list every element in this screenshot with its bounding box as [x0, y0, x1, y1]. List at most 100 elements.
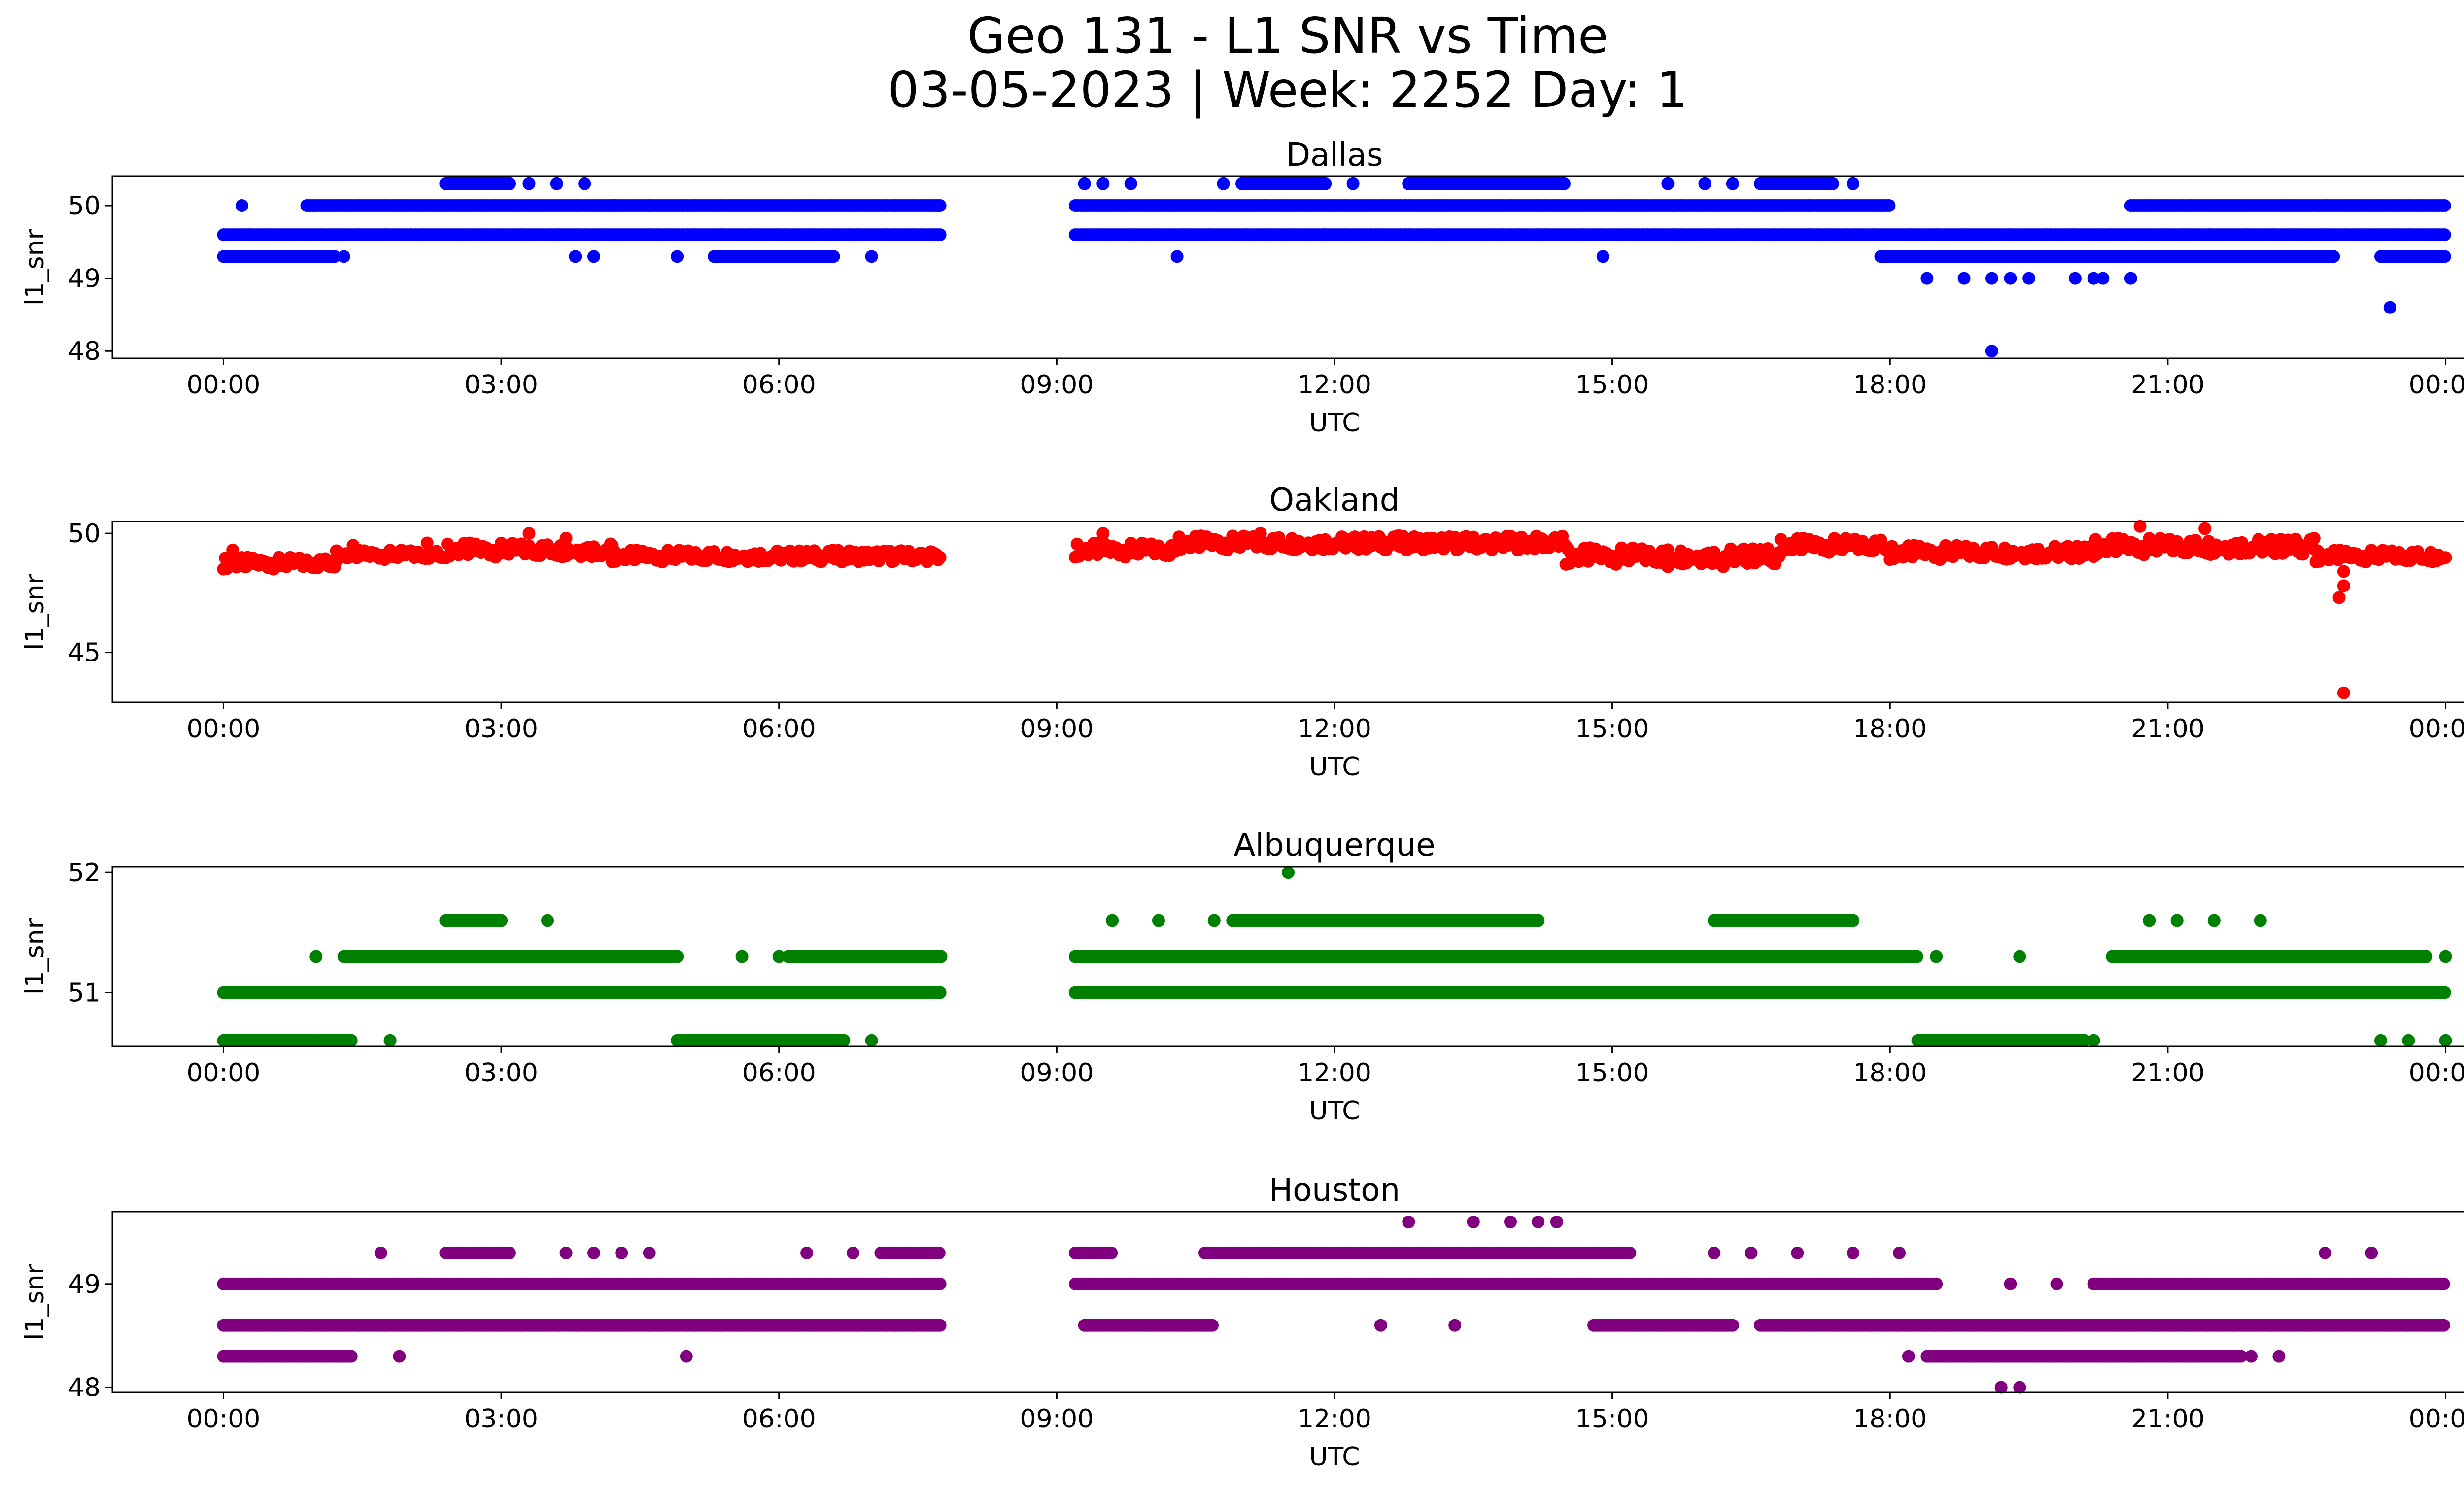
data-point: [671, 950, 684, 963]
x-tick-label: 03:00: [464, 714, 538, 744]
x-axis-label: UTC: [1309, 752, 1360, 782]
x-tick-label: 00:00: [2409, 1058, 2464, 1088]
data-point: [346, 539, 360, 552]
x-tick-label: 06:00: [742, 370, 816, 400]
x-tick-label: 09:00: [1020, 714, 1094, 744]
x-tick-label: 00:00: [187, 714, 261, 744]
data-point: [503, 177, 516, 190]
data-point: [1207, 914, 1221, 927]
data-point: [1985, 272, 1998, 285]
data-point: [383, 1034, 397, 1047]
x-tick-label: 18:00: [1853, 714, 1927, 744]
data-point: [2438, 228, 2451, 242]
x-tick-label: 21:00: [2131, 370, 2205, 400]
data-point: [522, 177, 536, 190]
data-point: [2439, 551, 2452, 564]
x-tick-label: 09:00: [1020, 370, 1094, 400]
data-point: [1920, 272, 1934, 285]
data-point: [1217, 177, 1230, 190]
data-point: [1910, 950, 1923, 963]
data-point: [2420, 950, 2433, 963]
data-point: [1726, 177, 1739, 190]
x-tick-label: 00:00: [2409, 714, 2464, 744]
data-point: [2069, 272, 2082, 285]
y-tick-label: 51: [68, 978, 101, 1008]
data-point: [1698, 177, 1711, 190]
x-tick-label: 12:00: [1298, 1058, 1371, 1088]
data-point: [2207, 914, 2221, 927]
data-point: [671, 250, 684, 263]
x-tick-label: 12:00: [1298, 370, 1371, 400]
data-point: [1624, 551, 1638, 564]
x-tick-label: 03:00: [464, 370, 538, 400]
x-tick-label: 03:00: [464, 1058, 538, 1088]
data-point: [1661, 177, 1675, 190]
data-point: [1882, 199, 1896, 212]
data-points: [217, 520, 2452, 699]
data-point: [420, 536, 434, 550]
data-point: [865, 1034, 878, 1047]
data-point: [1957, 272, 1971, 285]
data-point: [236, 199, 248, 212]
y-tick-label: 50: [68, 191, 101, 221]
data-point: [772, 950, 786, 963]
data-point: [1096, 527, 1110, 540]
data-point: [559, 531, 573, 545]
data-point: [837, 1034, 851, 1047]
data-point: [2439, 1034, 2452, 1047]
data-point: [328, 250, 341, 263]
data-point: [2143, 914, 2156, 927]
x-tick-label: 15:00: [1575, 370, 1649, 400]
data-point: [1985, 345, 1998, 358]
chart-title: Dallas: [1286, 137, 1383, 174]
data-point: [933, 228, 947, 242]
data-point: [495, 914, 508, 927]
data-point: [1282, 866, 1295, 879]
data-point: [865, 250, 878, 263]
data-point: [2438, 250, 2451, 263]
figure-title-line-2: 03-05-2023 | Week: 2252 Day: 1: [888, 61, 1688, 119]
data-point: [2337, 686, 2350, 699]
chart-title: Albuquerque: [1233, 827, 1435, 864]
x-tick-label: 00:00: [2409, 370, 2464, 400]
data-point: [1254, 527, 1267, 540]
y-axis-label: l1_snr: [20, 229, 50, 306]
x-tick-label: 21:00: [2131, 1058, 2205, 1088]
data-point: [2438, 199, 2451, 212]
data-point: [2096, 272, 2110, 285]
x-tick-label: 00:00: [187, 370, 261, 400]
data-point: [1930, 950, 1943, 963]
data-point: [933, 986, 947, 999]
chart-panel-dallas: Dallas 00:00 03:00 06:00 09:00 12:00 15:00 18:0…: [20, 137, 2464, 438]
data-point: [2332, 591, 2346, 604]
data-point: [1106, 914, 1119, 927]
y-tick-label: 52: [68, 858, 101, 888]
y-axis-label: l1_snr: [20, 573, 50, 650]
data-point: [2254, 914, 2267, 927]
chart-title: Oakland: [1269, 482, 1400, 519]
data-point: [569, 250, 582, 263]
data-point: [2022, 272, 2036, 285]
data-point: [1826, 177, 1839, 190]
data-point: [226, 543, 240, 556]
x-tick-label: 06:00: [742, 1058, 816, 1088]
data-point: [1532, 914, 1545, 927]
data-point: [337, 250, 350, 263]
x-tick-label: 09:00: [1020, 1058, 1094, 1088]
data-point: [2374, 1034, 2387, 1047]
y-tick-label: 48: [68, 337, 101, 366]
data-point: [2013, 950, 2026, 963]
data-point: [2337, 565, 2350, 578]
x-tick-label: 00:00: [187, 1058, 261, 1088]
data-point: [2198, 522, 2212, 535]
data-point: [541, 914, 554, 927]
data-point: [1319, 177, 1332, 190]
data-point: [1319, 228, 1332, 242]
x-axis-label: UTC: [1309, 408, 1360, 438]
data-points: [217, 1216, 2450, 1394]
data-point: [2327, 250, 2340, 263]
y-axis-label: l1_snr: [20, 918, 50, 995]
x-tick-label: 18:00: [1853, 370, 1927, 400]
